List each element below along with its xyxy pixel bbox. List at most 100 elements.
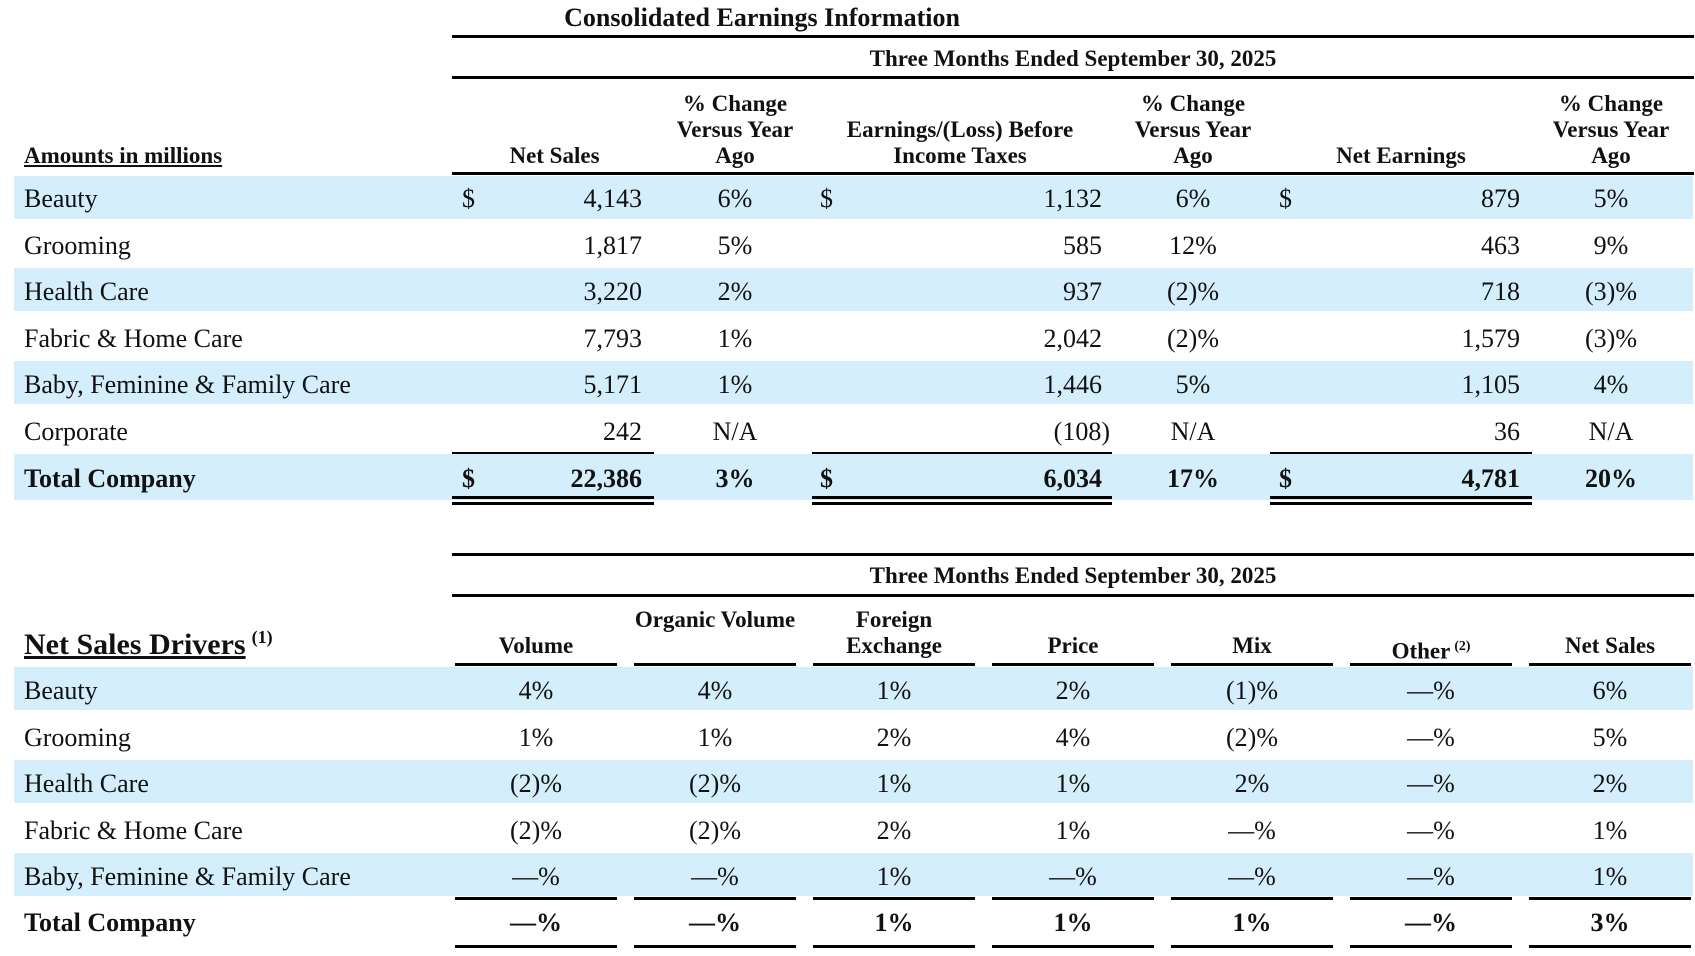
row-header-label: Amounts in millions: [24, 143, 223, 168]
other-value: —%: [1407, 816, 1455, 845]
segment-label: Grooming: [24, 723, 131, 752]
net-sales-value: 1,817: [583, 231, 643, 260]
net-sales-value: 4,143: [583, 184, 643, 213]
col-volume: Volume: [498, 633, 574, 658]
row-stripe: [14, 454, 1693, 500]
organic-volume-value: 4%: [697, 676, 733, 705]
total-net-sales: 3%: [1590, 908, 1630, 937]
total-ebit: 6,034: [1043, 464, 1103, 493]
segment-label: Beauty: [24, 676, 98, 705]
mix-value: —%: [1228, 816, 1276, 845]
volume-value: (2)%: [510, 769, 562, 798]
col-foreign-exchange: Foreign Exchange: [846, 607, 942, 658]
header-rule: [455, 663, 617, 666]
period-header: Three Months Ended September 30, 2025: [869, 46, 1277, 71]
fx-value: 2%: [876, 816, 912, 845]
organic-volume-value: —%: [691, 862, 739, 891]
pct-change-1-value: 2%: [717, 277, 753, 306]
subtotal-rule: [634, 897, 796, 900]
net-sales-value: 2%: [1592, 769, 1628, 798]
top-rule: [452, 35, 1694, 38]
ebit-value: 1,132: [1043, 184, 1103, 213]
mix-value: (2)%: [1226, 723, 1278, 752]
subtotal-rule: [813, 897, 975, 900]
segment-label: Beauty: [24, 184, 98, 213]
organic-volume-value: 1%: [697, 723, 733, 752]
total-rule: [634, 945, 796, 948]
organic-volume-value: (2)%: [689, 816, 741, 845]
fx-value: 1%: [876, 769, 912, 798]
subtotal-rule: [992, 897, 1154, 900]
col-organic-volume: Organic Volume: [634, 607, 796, 632]
fx-value: 2%: [876, 723, 912, 752]
total-other: —%: [1405, 908, 1457, 937]
col-price: Price: [1047, 633, 1099, 658]
total-rule: [1350, 945, 1512, 948]
pct-change-1-value: 1%: [717, 370, 753, 399]
total-rule: [455, 945, 617, 948]
col-net-sales: Net Sales: [1564, 633, 1656, 658]
segment-label: Baby, Feminine & Family Care: [24, 862, 351, 891]
period-header: Three Months Ended September 30, 2025: [869, 563, 1277, 588]
header-rule: [992, 663, 1154, 666]
currency-symbol: $: [820, 464, 833, 493]
total-rule: [813, 945, 975, 948]
total-volume: —%: [510, 908, 562, 937]
header-rule: [1350, 663, 1512, 666]
segment-label: Baby, Feminine & Family Care: [24, 370, 351, 399]
header-rule: [1171, 663, 1333, 666]
total-net-earnings: 4,781: [1461, 464, 1521, 493]
other-value: —%: [1407, 723, 1455, 752]
pct-change-1-value: 6%: [717, 184, 753, 213]
net-sales-value: 1%: [1592, 862, 1628, 891]
organic-volume-value: (2)%: [689, 769, 741, 798]
currency-symbol: $: [820, 184, 833, 213]
col-pct-change-3: % Change Versus Year Ago: [1552, 91, 1670, 168]
currency-symbol: $: [462, 184, 475, 213]
price-value: —%: [1049, 862, 1097, 891]
net-sales-value: 5,171: [583, 370, 643, 399]
net-sales-value: 3,220: [583, 277, 643, 306]
total-mix: 1%: [1232, 908, 1272, 937]
net-sales-value: 6%: [1592, 676, 1628, 705]
net-sales-value: 7,793: [583, 324, 643, 353]
total-double-rule: [812, 496, 1112, 505]
header-rule: [1529, 663, 1691, 666]
net-sales-value: 5%: [1592, 723, 1628, 752]
subtotal-rule: [452, 452, 654, 454]
pct-change-2-value: (2)%: [1167, 277, 1219, 306]
total-label: Total Company: [24, 908, 196, 937]
col-other-label: Other: [1391, 638, 1451, 664]
mix-value: 2%: [1234, 769, 1270, 798]
footnote-marker: (1): [251, 627, 273, 647]
subtotal-rule: [1270, 452, 1532, 454]
pct-change-2-value: 6%: [1175, 184, 1211, 213]
pct-change-1-value: N/A: [712, 417, 758, 446]
col-net-earnings: Net Earnings: [1336, 143, 1466, 168]
total-fx: 1%: [874, 908, 914, 937]
period-rule: [452, 594, 1694, 597]
pct-change-2-value: 5%: [1175, 370, 1211, 399]
volume-value: (2)%: [510, 816, 562, 845]
ebit-value: 1,446: [1043, 370, 1103, 399]
col-other: Other (2): [1350, 633, 1512, 665]
subtotal-rule: [455, 897, 617, 900]
pct-change-3-value: (3)%: [1585, 277, 1637, 306]
row-stripe: [14, 176, 1693, 219]
top-rule: [452, 553, 1694, 556]
fx-value: 1%: [876, 676, 912, 705]
col-ebit: Earnings/(Loss) Before Income Taxes: [846, 117, 1074, 168]
net-earnings-value: 1,579: [1461, 324, 1521, 353]
total-rule: [1171, 945, 1333, 948]
pct-change-1-value: 5%: [717, 231, 753, 260]
header-rule: [813, 663, 975, 666]
other-value: —%: [1407, 769, 1455, 798]
net-earnings-value: 36: [1494, 417, 1520, 446]
subtotal-rule: [1171, 897, 1333, 900]
segment-label: Fabric & Home Care: [24, 324, 243, 353]
total-price: 1%: [1053, 908, 1093, 937]
total-organic-volume: —%: [689, 908, 741, 937]
row-stripe: [14, 268, 1693, 311]
subtotal-rule: [1350, 897, 1512, 900]
net-earnings-value: 463: [1481, 231, 1520, 260]
